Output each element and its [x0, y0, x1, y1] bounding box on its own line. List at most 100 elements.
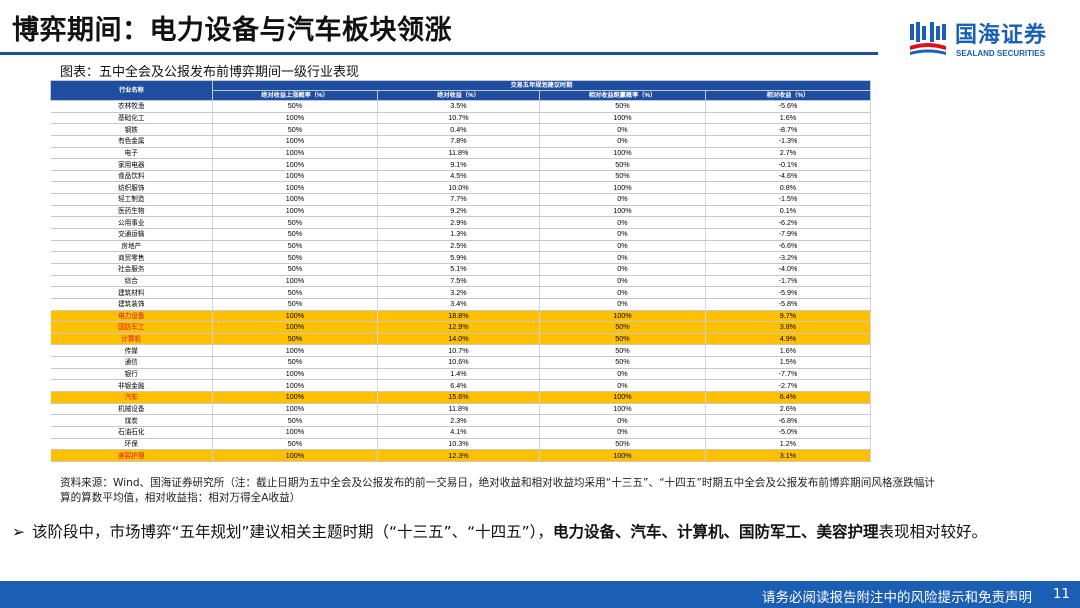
- page-title: 博弈期间：电力设备与汽车板块领涨: [12, 15, 452, 46]
- bullet-arrow-icon: ➢: [12, 523, 25, 541]
- rel-return-cell: 3.1%: [705, 449, 871, 462]
- rel-return-cell: -2.7%: [705, 379, 871, 393]
- logo-text-en: SEALAND SECURITIES: [956, 49, 1045, 58]
- rel-win-prob-cell: 100%: [539, 391, 706, 404]
- table-row: 煤炭 50% 2.3% 0% -6.8%: [50, 414, 871, 427]
- rel-return-cell: -8.7%: [705, 123, 871, 136]
- rel-win-prob-cell: 100%: [539, 147, 706, 160]
- rel-return-cell: -1.3%: [705, 135, 871, 148]
- rel-win-prob-cell: 0%: [539, 426, 706, 439]
- rel-return-cell: 6.4%: [705, 391, 871, 404]
- rel-return-cell: 1.2%: [705, 438, 871, 451]
- table-row: 医药生物 100% 9.2% 100% 0.1%: [50, 205, 871, 218]
- rel-return-cell: -5.8%: [705, 298, 871, 311]
- rel-win-prob-cell: 0%: [539, 216, 706, 230]
- industry-name-cell: 传媒: [50, 344, 213, 358]
- table-row: 计算机 50% 14.0% 50% 4.9%: [50, 333, 871, 346]
- rel-win-prob-cell: 50%: [539, 321, 706, 334]
- abs-up-prob-cell: 100%: [212, 321, 378, 334]
- industry-name-cell: 社会服务: [50, 263, 213, 276]
- industry-name-cell: 国防军工: [50, 321, 213, 334]
- table-row: 国防军工 100% 12.9% 50% 3.8%: [50, 321, 871, 334]
- industry-name-cell: 轻工制造: [50, 193, 213, 206]
- industry-name-cell: 银行: [50, 368, 213, 381]
- rel-win-prob-cell: 0%: [539, 379, 706, 393]
- table-row: 基础化工 100% 10.7% 100% 1.6%: [50, 112, 871, 125]
- industry-name-cell: 食品饮料: [50, 170, 213, 183]
- company-logo: 国海证券 SEALAND SECURITIES: [908, 20, 1058, 60]
- rel-return-cell: -6.2%: [705, 216, 871, 230]
- abs-return-cell: 7.7%: [377, 193, 540, 206]
- abs-up-prob-cell: 50%: [212, 216, 378, 230]
- rel-return-cell: 2.7%: [705, 147, 871, 160]
- table-row: 汽车 100% 15.6% 100% 6.4%: [50, 391, 871, 404]
- rel-win-prob-cell: 100%: [539, 205, 706, 218]
- rel-return-cell: 1.6%: [705, 112, 871, 125]
- abs-up-prob-cell: 50%: [212, 100, 378, 113]
- industry-name-cell: 汽车: [50, 391, 213, 404]
- rel-return-cell: 3.8%: [705, 321, 871, 334]
- rel-win-prob-cell: 0%: [539, 240, 706, 253]
- sealand-logo-icon: [910, 22, 946, 55]
- rel-win-prob-cell: 100%: [539, 310, 706, 323]
- abs-up-prob-cell: 100%: [212, 158, 378, 171]
- rel-win-prob-cell: 0%: [539, 368, 706, 381]
- rel-return-cell: 0.8%: [705, 181, 871, 195]
- abs-return-cell: 10.7%: [377, 344, 540, 358]
- abs-return-cell: 3.4%: [377, 298, 540, 311]
- industry-name-cell: 煤炭: [50, 414, 213, 427]
- rel-win-prob-cell: 100%: [539, 449, 706, 462]
- industry-name-cell: 钢铁: [50, 123, 213, 136]
- rel-return-cell: -4.6%: [705, 170, 871, 183]
- industry-name-cell: 建筑装饰: [50, 298, 213, 311]
- footer-disclaimer: 请务必阅读报告附注中的风险提示和免责声明: [762, 590, 1032, 606]
- rel-return-cell: 1.5%: [705, 356, 871, 369]
- industry-name-cell: 房地产: [50, 240, 213, 253]
- rel-win-prob-cell: 0%: [539, 251, 706, 264]
- rel-return-cell: -1.5%: [705, 193, 871, 206]
- industry-name-cell: 有色金属: [50, 135, 213, 148]
- table-row: 交通运输 50% 1.3% 0% -7.9%: [50, 228, 871, 241]
- table-row: 钢铁 50% 0.4% 0% -8.7%: [50, 123, 871, 136]
- abs-up-prob-cell: 100%: [212, 181, 378, 195]
- abs-return-cell: 12.9%: [377, 321, 540, 334]
- abs-up-prob-cell: 100%: [212, 193, 378, 206]
- industry-name-cell: 美容护理: [50, 449, 213, 462]
- table-row: 社会服务 50% 5.1% 0% -4.0%: [50, 263, 871, 276]
- industry-name-cell: 通信: [50, 356, 213, 369]
- industry-name-cell: 电力设备: [50, 310, 213, 323]
- abs-return-cell: 1.4%: [377, 368, 540, 381]
- abs-up-prob-cell: 50%: [212, 240, 378, 253]
- abs-return-cell: 11.8%: [377, 147, 540, 160]
- industry-performance-table: 行业名称 交易五年规划建议时期 绝对收益上涨概率（%） 绝对收益（%） 相对收益…: [50, 80, 871, 462]
- rel-win-prob-cell: 100%: [539, 403, 706, 416]
- rel-win-prob-cell: 0%: [539, 228, 706, 241]
- industry-name-cell: 建筑材料: [50, 286, 213, 299]
- industry-name-cell: 石油石化: [50, 426, 213, 439]
- abs-return-cell: 1.3%: [377, 228, 540, 241]
- column-header-abs-up-prob: 绝对收益上涨概率（%）: [212, 90, 378, 101]
- rel-win-prob-cell: 0%: [539, 286, 706, 299]
- bullet-text-plain: 该阶段中，市场博弈“五年规划”建议相关主题时期（“十三五”、“十四五”），: [32, 523, 553, 541]
- table-caption: 图表：五中全会及公报发布前博弈期间一级行业表现: [60, 65, 360, 80]
- abs-return-cell: 11.8%: [377, 403, 540, 416]
- abs-up-prob-cell: 100%: [212, 426, 378, 439]
- rel-win-prob-cell: 50%: [539, 100, 706, 113]
- rel-win-prob-cell: 50%: [539, 333, 706, 346]
- rel-return-cell: 2.6%: [705, 403, 871, 416]
- rel-return-cell: -0.1%: [705, 158, 871, 171]
- rel-return-cell: -4.0%: [705, 263, 871, 276]
- rel-return-cell: 4.9%: [705, 333, 871, 346]
- column-header-rel-win-prob: 相对收益跑赢概率（%）: [539, 90, 706, 101]
- industry-name-cell: 基础化工: [50, 112, 213, 125]
- abs-return-cell: 14.0%: [377, 333, 540, 346]
- table-row: 建筑装饰 50% 3.4% 0% -5.8%: [50, 298, 871, 311]
- rel-win-prob-cell: 0%: [539, 263, 706, 276]
- abs-return-cell: 4.5%: [377, 170, 540, 183]
- industry-name-cell: 商贸零售: [50, 251, 213, 264]
- rel-win-prob-cell: 0%: [539, 193, 706, 206]
- abs-return-cell: 7.5%: [377, 275, 540, 288]
- industry-name-cell: 非银金融: [50, 379, 213, 393]
- rel-return-cell: -5.0%: [705, 426, 871, 439]
- rel-win-prob-cell: 50%: [539, 438, 706, 451]
